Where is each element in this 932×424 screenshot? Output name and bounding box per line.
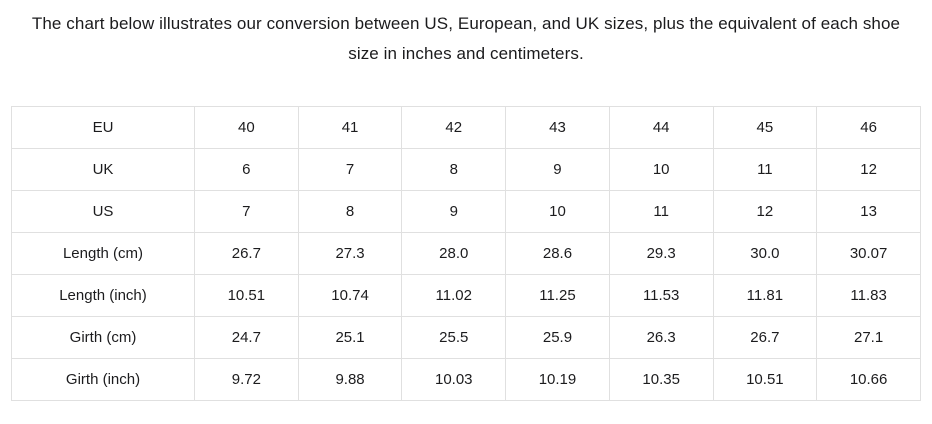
value-cell: 13 [816,190,921,233]
value-cell: 10 [608,148,714,191]
value-cell: 10.19 [505,358,610,401]
value-cell: 43 [505,106,610,149]
value-cell: 30.0 [712,232,818,275]
row-header-cell: UK [11,148,195,191]
row-header-cell: EU [11,106,195,149]
value-cell: 7 [194,190,299,233]
row-header-cell: Length (inch) [11,274,195,317]
value-cell: 45 [712,106,818,149]
value-cell: 10.35 [608,358,714,401]
table-row: Girth (inch) 9.72 9.88 10.03 10.19 10.35 10.51… [11,358,921,401]
value-cell: 9.88 [297,358,403,401]
value-cell: 11 [608,190,714,233]
table-row: Length (cm) 26.7 27.3 28.0 28.6 29.3 30.0 30.07 [11,232,921,275]
value-cell: 10.66 [816,358,921,401]
value-cell: 8 [297,190,403,233]
value-cell: 25.1 [297,316,403,359]
row-header-cell: Girth (cm) [11,316,195,359]
value-cell: 11.81 [712,274,818,317]
value-cell: 41 [297,106,403,149]
table-row: Length (inch) 10.51 10.74 11.02 11.25 11.53 11… [11,274,921,317]
value-cell: 11.25 [505,274,610,317]
row-header-cell: US [11,190,195,233]
row-header-cell: Length (cm) [11,232,195,275]
value-cell: 11.02 [401,274,507,317]
value-cell: 27.1 [816,316,921,359]
value-cell: 42 [401,106,507,149]
value-cell: 25.5 [401,316,507,359]
value-cell: 30.07 [816,232,921,275]
value-cell: 10.03 [401,358,507,401]
value-cell: 26.7 [194,232,299,275]
value-cell: 28.6 [505,232,610,275]
value-cell: 11 [712,148,818,191]
value-cell: 27.3 [297,232,403,275]
value-cell: 10.74 [297,274,403,317]
table-row: US 7 8 9 10 11 12 13 [11,190,921,233]
value-cell: 40 [194,106,299,149]
value-cell: 10.51 [712,358,818,401]
value-cell: 12 [816,148,921,191]
value-cell: 11.83 [816,274,921,317]
value-cell: 8 [401,148,507,191]
table-row: Girth (cm) 24.7 25.1 25.5 25.9 26.3 26.7 27.1 [11,316,921,359]
value-cell: 9 [401,190,507,233]
value-cell: 29.3 [608,232,714,275]
shoe-size-conversion-table: EU 40 41 42 43 44 45 46 UK 6 7 8 9 10 11 12 US 7 8 9 10 11 12 1… [11,106,921,401]
value-cell: 26.3 [608,316,714,359]
value-cell: 12 [712,190,818,233]
value-cell: 26.7 [712,316,818,359]
table-row: EU 40 41 42 43 44 45 46 [11,106,921,149]
value-cell: 28.0 [401,232,507,275]
value-cell: 24.7 [194,316,299,359]
value-cell: 10 [505,190,610,233]
value-cell: 46 [816,106,921,149]
table-body: EU 40 41 42 43 44 45 46 UK 6 7 8 9 10 11 12 US 7 8 9 10 11 12 1… [11,106,921,401]
value-cell: 6 [194,148,299,191]
intro-text: The chart below illustrates our conversi… [31,14,901,63]
value-cell: 11.53 [608,274,714,317]
table-row: UK 6 7 8 9 10 11 12 [11,148,921,191]
value-cell: 44 [608,106,714,149]
value-cell: 7 [297,148,403,191]
value-cell: 25.9 [505,316,610,359]
row-header-cell: Girth (inch) [11,358,195,401]
value-cell: 9 [505,148,610,191]
value-cell: 10.51 [194,274,299,317]
value-cell: 9.72 [194,358,299,401]
